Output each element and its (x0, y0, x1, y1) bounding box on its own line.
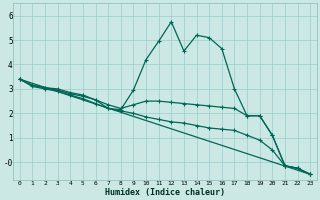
X-axis label: Humidex (Indice chaleur): Humidex (Indice chaleur) (105, 188, 225, 197)
